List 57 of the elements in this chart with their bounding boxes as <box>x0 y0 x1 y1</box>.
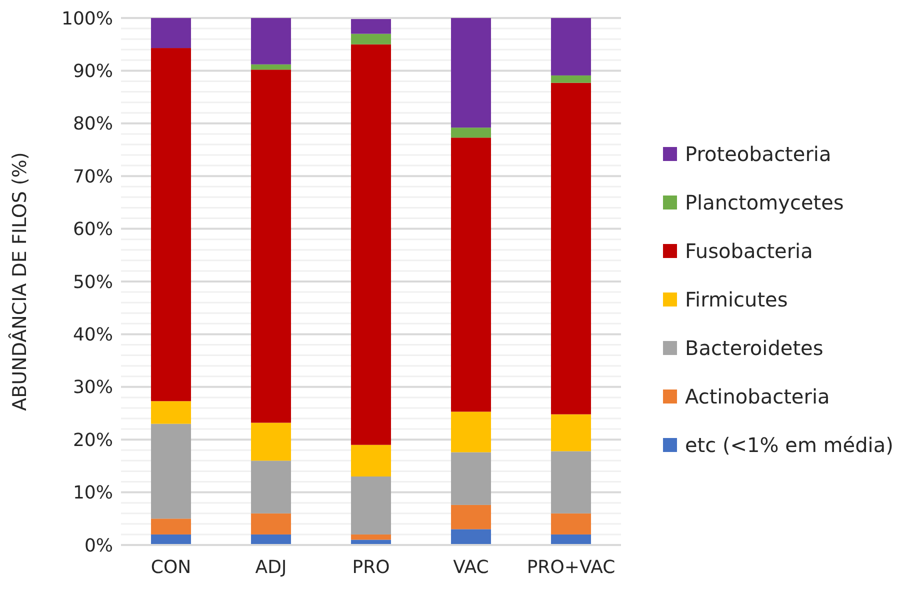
bar <box>451 452 491 505</box>
bar <box>551 414 591 452</box>
bar <box>351 44 391 445</box>
y-tick-label: 100% <box>62 8 113 30</box>
x-tick-label: CON <box>150 557 192 578</box>
bar <box>451 138 491 412</box>
bar <box>551 513 591 534</box>
bar <box>151 18 191 48</box>
y-tick-label: 80% <box>72 114 113 135</box>
y-tick-label: 0% <box>84 535 113 556</box>
bar <box>251 460 291 514</box>
y-tick-label: 90% <box>72 61 113 82</box>
legend-label: Firmicutes <box>685 288 788 312</box>
bar <box>551 534 591 545</box>
x-tick-label: ADJ <box>255 557 287 578</box>
legend-label: Bacteroidetes <box>685 336 824 360</box>
bar <box>451 529 491 545</box>
legend-label: etc (<1% em média) <box>685 433 894 457</box>
legend-label: Actinobacteria <box>685 384 830 408</box>
legend-label: Fusobacteria <box>685 239 813 263</box>
bar <box>451 18 491 128</box>
bar <box>251 64 291 70</box>
y-tick-label: 70% <box>72 166 113 188</box>
bar <box>151 424 191 519</box>
bar <box>451 412 491 452</box>
legend-label: Proteobacteria <box>685 142 832 166</box>
bar <box>251 534 291 545</box>
bar <box>551 82 591 414</box>
bar <box>151 48 191 402</box>
bar <box>451 128 491 138</box>
bar <box>251 18 291 64</box>
bar <box>251 422 291 461</box>
bar <box>451 504 491 530</box>
bar <box>151 534 191 545</box>
bar <box>151 518 191 534</box>
bar <box>251 70 291 423</box>
bar <box>351 34 391 44</box>
bar <box>551 451 591 514</box>
bar <box>351 444 391 476</box>
bar <box>551 75 591 83</box>
legend-label: Planctomycetes <box>685 190 844 214</box>
bar <box>151 401 191 424</box>
x-tick-label: VAC <box>453 557 489 578</box>
x-tick-label: PRO <box>352 557 390 578</box>
y-tick-label: 30% <box>72 377 113 398</box>
y-tick-label: 20% <box>72 430 113 451</box>
y-tick-label: 10% <box>72 482 113 504</box>
y-tick-label: 50% <box>72 272 113 293</box>
x-tick-label: PRO+VAC <box>526 557 616 578</box>
y-tick-label: 60% <box>72 219 113 240</box>
bar <box>351 19 391 34</box>
bar <box>351 534 391 540</box>
bar <box>551 18 591 76</box>
y-tick-label: 40% <box>72 324 113 346</box>
y-axis-title: ABUNDÂNCIA DE FILOS (%) <box>8 152 31 411</box>
bar <box>351 476 391 534</box>
bar <box>251 513 291 534</box>
